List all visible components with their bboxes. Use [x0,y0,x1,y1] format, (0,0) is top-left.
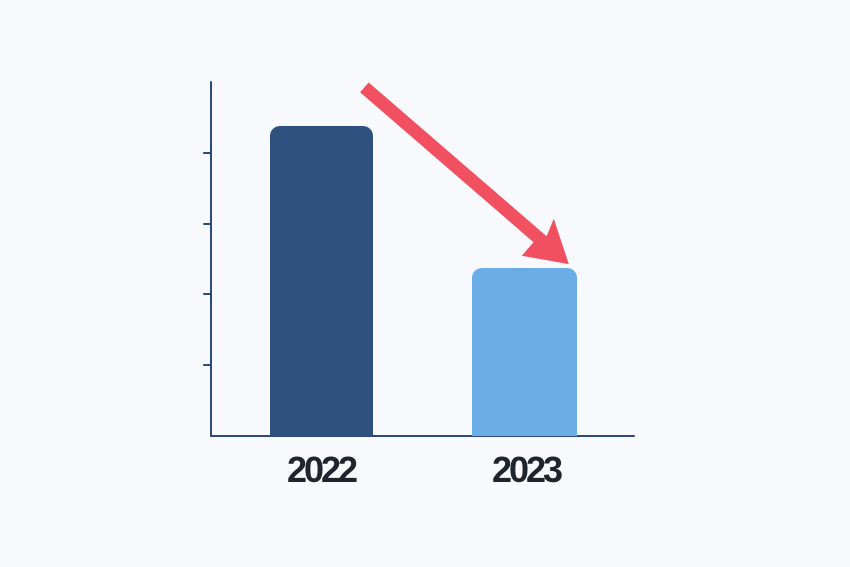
svg-text:2023: 2023 [492,449,562,490]
svg-text:2022: 2022 [287,449,357,490]
